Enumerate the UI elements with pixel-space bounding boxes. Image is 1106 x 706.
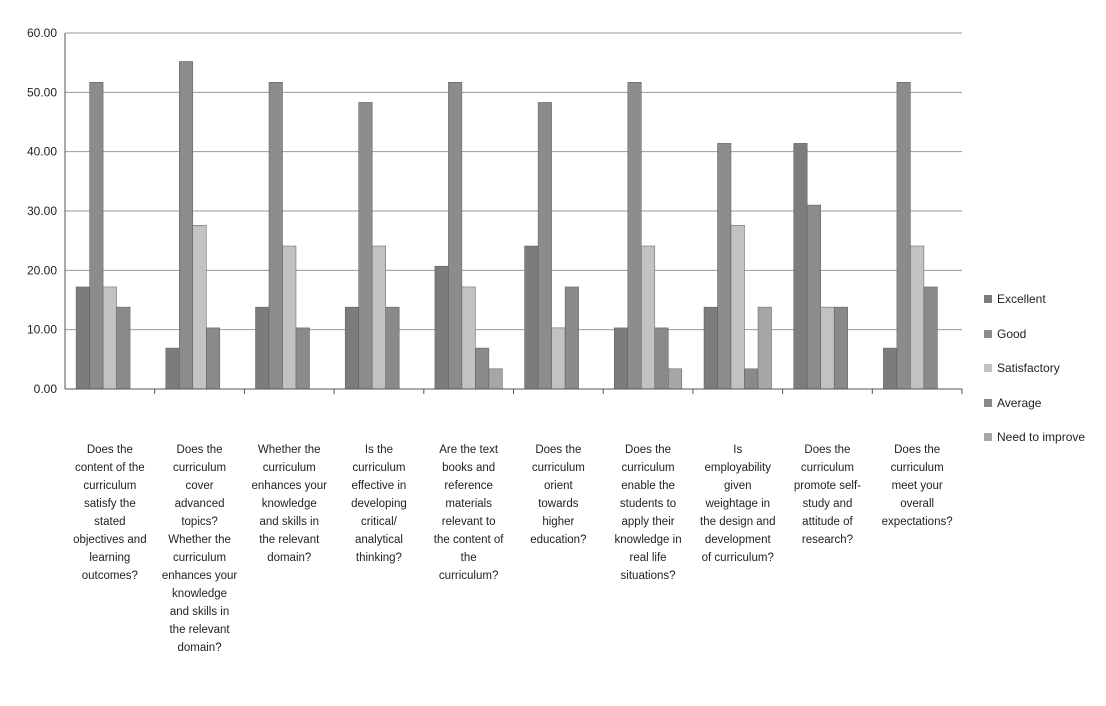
legend-item: Average [984,386,1104,421]
bar-need-to-improve [757,306,772,390]
bar-satisfactory [551,327,566,390]
legend-label: Average [997,395,1042,410]
legend-label: Need to improve [997,430,1086,445]
y-tick-label: 60.00 [27,26,57,40]
x-tick-label: Does the curriculum meet your overall ex… [881,444,953,528]
bar-satisfactory [461,286,476,390]
bar-need-to-improve [668,368,683,390]
x-tick-label: Is the curriculum effective in developin… [351,444,407,564]
x-tick-label: Does the curriculum cover advanced topic… [161,444,238,654]
bar-excellent [524,245,539,390]
bar-average [923,286,938,390]
bar-average [385,306,400,390]
legend-item: Satisfactory [984,351,1104,386]
bar-good [806,204,821,390]
bar-satisfactory [282,245,297,390]
bar-excellent [344,306,359,390]
bars [75,61,938,390]
bar-excellent [434,265,449,390]
legend-label: Excellent [997,292,1046,307]
y-tick-label: 0.00 [34,382,58,396]
bar-satisfactory [730,224,745,390]
axes [64,33,963,394]
legend-swatch [984,364,992,373]
legend-label: Satisfactory [997,361,1060,376]
y-tick-label: 30.00 [27,204,57,218]
bar-excellent [255,306,270,390]
bar-need-to-improve [488,368,503,390]
bar-average [116,306,131,390]
x-tick-label: Does the content of the curriculum satis… [73,444,147,582]
legend-label: Good [997,326,1027,341]
bar-satisfactory [820,306,835,390]
bar-average [654,327,669,390]
y-axis-ticks: 0.00 10.00 20.00 30.00 40.00 50.00 60.00 [27,26,57,396]
x-tick-label: Whether the curriculum enhances your kno… [251,444,327,564]
x-tick-label: Does the curriculum promote self- study … [793,444,861,546]
bar-excellent [703,306,718,390]
legend: Excellent Good Satisfactory Average Need to … [984,282,1104,455]
bar-average [744,368,759,390]
bar-satisfactory [641,245,656,390]
legend-item: Need to improve [984,420,1104,455]
bar-good [896,81,911,390]
bar-excellent [883,347,898,390]
legend-swatch [984,398,992,407]
bar-good [268,81,283,390]
bar-good [89,81,104,390]
x-tick-label: Is employability given weightage in the … [700,444,776,564]
x-tick-label: Does the curriculum orient towards highe… [530,444,587,546]
bar-good [627,81,642,390]
bar-excellent [165,347,180,390]
bar-good [448,81,463,390]
y-tick-label: 10.00 [27,323,57,337]
bar-excellent [793,143,808,390]
bar-good [179,61,194,390]
legend-swatch [984,433,992,442]
bar-good [537,102,552,390]
bar-satisfactory [192,224,207,390]
bar-average [206,327,221,390]
bar-excellent [614,327,629,390]
bar-average [475,347,490,390]
bar-satisfactory [910,245,925,390]
legend-item: Excellent [984,282,1104,317]
bar-good [358,102,373,390]
x-tick-label: Are the text books and reference materia… [433,444,504,582]
y-tick-label: 40.00 [27,145,57,159]
bar-average [295,327,310,390]
legend-swatch [984,295,992,304]
y-tick-label: 50.00 [27,85,57,99]
bar-average [564,286,579,390]
bar-excellent [75,286,90,390]
x-tick-label: Does the curriculum enable the students … [614,444,682,582]
bar-good [717,143,732,390]
legend-item: Good [984,317,1104,352]
legend-swatch [984,329,992,338]
y-tick-label: 20.00 [27,263,57,277]
bar-average [833,306,848,390]
bar-satisfactory [102,286,117,390]
bar-satisfactory [371,245,386,390]
